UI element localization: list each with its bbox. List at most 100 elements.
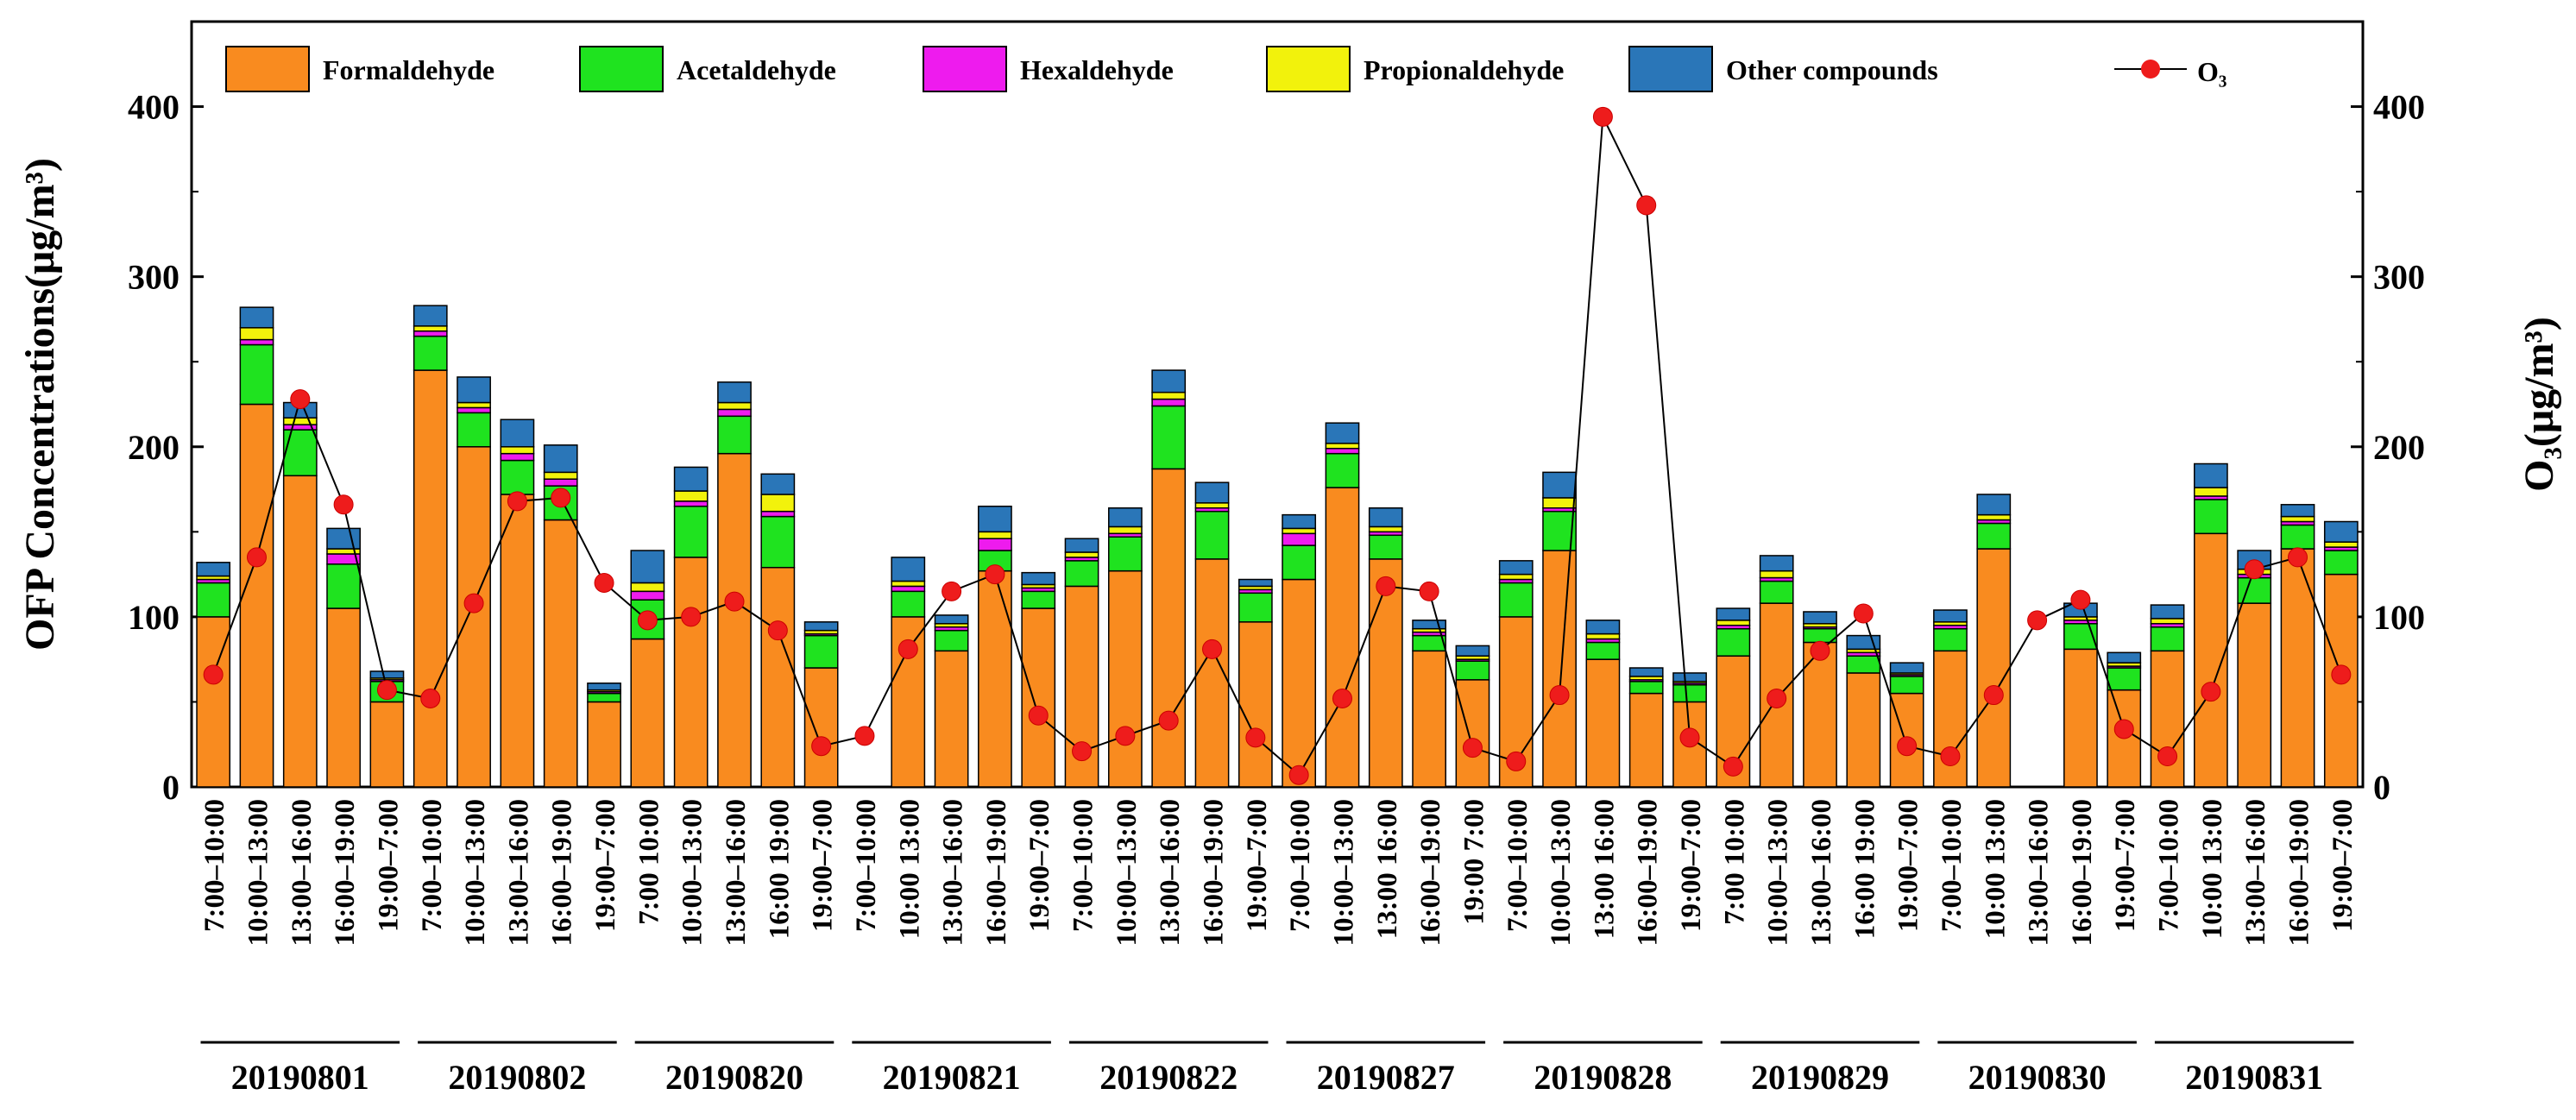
o3-point [1202, 639, 1223, 659]
bar-acetaldehyde [239, 343, 274, 406]
legend-swatch-acetaldehyde [579, 46, 664, 92]
bar-acetaldehyde [1282, 544, 1317, 581]
x-tick-label: 10:00 13:00 [894, 799, 925, 939]
bar-acetaldehyde [457, 412, 491, 448]
bar-other-compounds [1194, 481, 1230, 504]
bar-formaldehyde [239, 403, 274, 788]
x-tick-label: 7:00–10:00 [199, 799, 230, 932]
bar-other-compounds [196, 562, 231, 577]
bar-formaldehyde [1628, 692, 1664, 788]
bar-propionaldehyde [2150, 618, 2185, 625]
bar-acetaldehyde [1759, 580, 1794, 604]
bar-propionaldehyde [673, 490, 709, 502]
x-tick-label: 13:00–16:00 [1806, 799, 1837, 946]
x-tick-label: 10:00–13:00 [1112, 799, 1143, 946]
bar-other-compounds [2107, 651, 2142, 664]
bar-other-compounds [326, 527, 361, 550]
bar-acetaldehyde [717, 415, 752, 455]
bar-formaldehyde [413, 369, 448, 788]
o3-point [1897, 736, 1918, 757]
bar-other-compounds [934, 614, 969, 625]
x-tick-label: 16:00–19:00 [330, 799, 361, 946]
y-tick-label: 0 [162, 768, 180, 807]
o3-point [854, 726, 875, 746]
bar-other-compounds [673, 466, 709, 492]
bar-acetaldehyde [1238, 592, 1273, 623]
bar-propionaldehyde [1064, 551, 1099, 558]
o3-point [637, 610, 658, 631]
o3-point [1072, 741, 1093, 762]
bar-propionaldehyde [717, 401, 752, 411]
bar-other-compounds [1455, 645, 1490, 657]
bar-acetaldehyde [282, 429, 318, 477]
y-axis-title: OFP Concentrations(μg/m³) [17, 158, 63, 651]
x-tick-label: 19:00–7:00 [1242, 799, 1273, 932]
date-group-label: 20190828 [1534, 1058, 1672, 1097]
bar-acetaldehyde [2150, 626, 2185, 652]
bar-propionaldehyde [1151, 391, 1187, 400]
o3-point [246, 547, 267, 568]
x-tick-label: 13:00–16:00 [287, 799, 318, 946]
bar-acetaldehyde [587, 692, 621, 703]
x-tick-label: 19:00–7:00 [373, 799, 404, 932]
bar-formaldehyde [2063, 648, 2098, 788]
bar-acetaldehyde [1325, 452, 1360, 488]
bar-other-compounds [1064, 538, 1099, 553]
bar-propionaldehyde [1498, 573, 1534, 581]
bar-formaldehyde [369, 701, 405, 788]
o3-point [1723, 756, 1743, 777]
x-tick-label: 13:00–16:00 [2024, 799, 2055, 946]
bar-formaldehyde [1325, 487, 1360, 788]
date-group-label: 20190821 [883, 1058, 1021, 1097]
x-tick-label: 16:00 19:00 [764, 799, 795, 939]
y2-tick-label: 300 [2373, 258, 2425, 297]
bar-acetaldehyde [1412, 634, 1446, 652]
bar-acetaldehyde [1455, 660, 1490, 681]
x-tick-label: 10:00–13:00 [1763, 799, 1794, 946]
legend-label-propionaldehyde: Propionaldehyde [1364, 54, 1564, 85]
bar-acetaldehyde [413, 335, 448, 371]
o3-point [724, 591, 745, 612]
bar-formaldehyde [934, 650, 969, 788]
bar-acetaldehyde [196, 582, 231, 618]
bar-other-compounds [1282, 513, 1317, 530]
x-tick-label: 7:00–10:00 [1285, 799, 1316, 932]
o3-point [2331, 664, 2352, 685]
y-tick-label: 200 [128, 428, 180, 467]
x-tick-label: 16:00–19:00 [2284, 799, 2315, 946]
bar-propionaldehyde [282, 417, 318, 425]
bar-other-compounds [1108, 507, 1143, 528]
bar-hexaldehyde [239, 338, 274, 346]
bar-formaldehyde [760, 566, 796, 788]
y2-tick-label: 0 [2373, 768, 2390, 807]
bar-formaldehyde [1282, 578, 1317, 788]
x-tick-label: 13:00–16:00 [1155, 799, 1186, 946]
bar-hexaldehyde [760, 510, 796, 518]
bar-other-compounds [2280, 504, 2315, 518]
o3-point [203, 664, 224, 685]
bar-other-compounds [500, 418, 535, 448]
date-group-label: 20190827 [1317, 1058, 1455, 1097]
bar-other-compounds [587, 683, 621, 691]
bar-acetaldehyde [1933, 627, 1968, 652]
x-tick-label: 7:00–10:00 [417, 799, 448, 932]
bar-formaldehyde [891, 616, 926, 788]
o3-point [2113, 719, 2134, 739]
bar-other-compounds [2194, 462, 2228, 488]
legend-label-acetaldehyde: Acetaldehyde [677, 54, 836, 85]
x-tick-label: 19:00–7:00 [2110, 799, 2141, 932]
date-group-label: 20190801 [231, 1058, 369, 1097]
bar-other-compounds [413, 305, 448, 327]
bar-acetaldehyde [1976, 522, 2012, 550]
bar-acetaldehyde [1021, 590, 1056, 609]
bar-other-compounds [1628, 667, 1664, 677]
o3-point [2201, 682, 2221, 702]
bar-hexaldehyde [543, 478, 578, 487]
bar-other-compounds [1368, 507, 1403, 528]
legend-label-other-compounds: Other compounds [1726, 54, 1938, 85]
bar-hexaldehyde [891, 585, 926, 593]
bar-formaldehyde [587, 701, 621, 788]
legend-o3-marker [2141, 60, 2160, 79]
y-tick-label: 100 [128, 598, 180, 637]
x-tick-label: 7:00–10:00 [2154, 799, 2185, 932]
